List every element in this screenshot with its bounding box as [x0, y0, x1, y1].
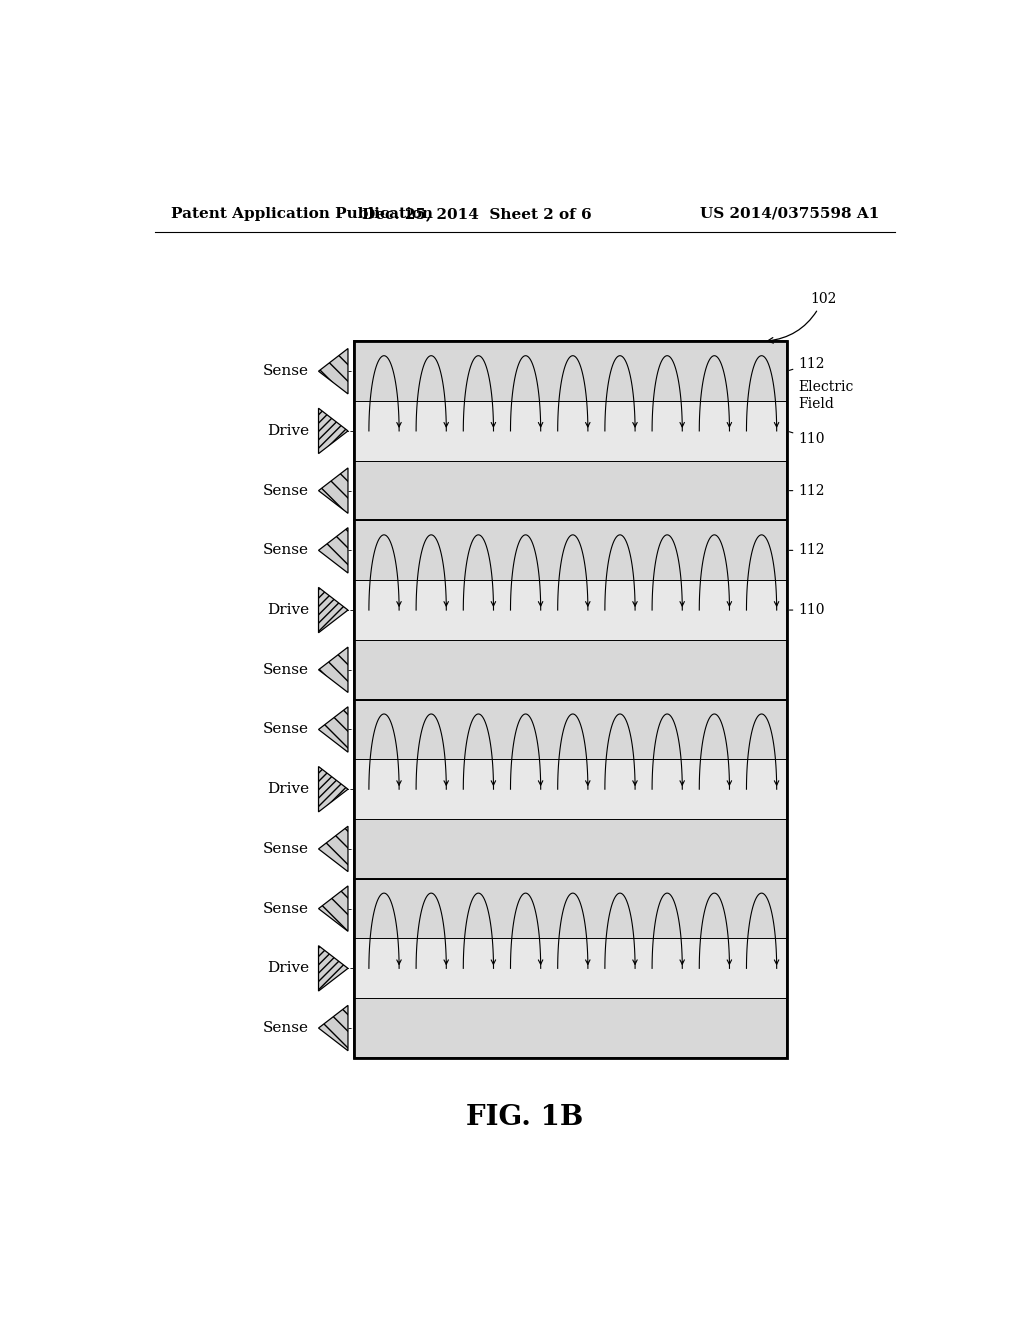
- Bar: [354, 640, 786, 700]
- Text: Patent Application Publication: Patent Application Publication: [171, 207, 432, 220]
- Bar: [354, 342, 786, 401]
- Bar: [354, 342, 786, 520]
- Text: FIG. 1B: FIG. 1B: [466, 1104, 584, 1130]
- Bar: [354, 581, 786, 640]
- Text: Sense: Sense: [263, 902, 309, 916]
- Polygon shape: [318, 587, 348, 632]
- Polygon shape: [318, 945, 348, 991]
- Polygon shape: [318, 886, 348, 932]
- Text: Sense: Sense: [263, 483, 309, 498]
- Bar: [354, 879, 786, 939]
- Text: Sense: Sense: [263, 364, 309, 379]
- Bar: [354, 759, 786, 818]
- Bar: [354, 401, 786, 461]
- Text: Sense: Sense: [263, 1022, 309, 1035]
- Text: 110: 110: [790, 603, 824, 616]
- Bar: [354, 818, 786, 879]
- Text: Drive: Drive: [267, 603, 309, 616]
- Text: 112: 112: [790, 356, 824, 371]
- Text: Sense: Sense: [263, 842, 309, 855]
- Bar: [354, 879, 786, 1057]
- Bar: [354, 461, 786, 520]
- Bar: [354, 998, 786, 1057]
- Bar: [354, 342, 786, 1057]
- Text: Drive: Drive: [267, 783, 309, 796]
- Polygon shape: [318, 647, 348, 693]
- Text: 110: 110: [790, 432, 824, 446]
- Text: 102: 102: [768, 292, 837, 343]
- Polygon shape: [318, 706, 348, 752]
- Polygon shape: [318, 469, 348, 513]
- Polygon shape: [318, 528, 348, 573]
- Text: Sense: Sense: [263, 544, 309, 557]
- Polygon shape: [318, 767, 348, 812]
- Polygon shape: [318, 826, 348, 871]
- Text: Dec. 25, 2014  Sheet 2 of 6: Dec. 25, 2014 Sheet 2 of 6: [361, 207, 592, 220]
- Text: Sense: Sense: [263, 663, 309, 677]
- Polygon shape: [318, 348, 348, 393]
- Polygon shape: [318, 408, 348, 454]
- Text: 112: 112: [790, 544, 824, 557]
- Text: Sense: Sense: [263, 722, 309, 737]
- Bar: [354, 520, 786, 581]
- Text: Drive: Drive: [267, 424, 309, 438]
- Polygon shape: [318, 1006, 348, 1051]
- Text: US 2014/0375598 A1: US 2014/0375598 A1: [700, 207, 880, 220]
- Bar: [354, 700, 786, 759]
- Text: Drive: Drive: [267, 961, 309, 975]
- Bar: [354, 939, 786, 998]
- Bar: [354, 520, 786, 700]
- Text: Electric
Field: Electric Field: [799, 380, 854, 411]
- Bar: [354, 700, 786, 879]
- Text: 112: 112: [790, 483, 824, 498]
